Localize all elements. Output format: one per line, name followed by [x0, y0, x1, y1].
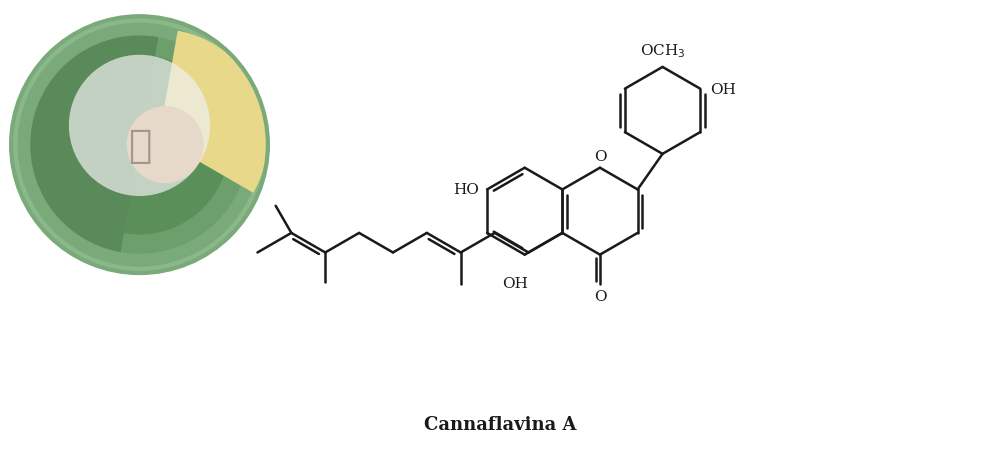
Circle shape [18, 23, 261, 267]
Wedge shape [159, 32, 268, 193]
Text: OCH$_3$: OCH$_3$ [640, 42, 685, 60]
Circle shape [30, 37, 249, 254]
Circle shape [11, 17, 268, 273]
Circle shape [69, 55, 210, 197]
Text: O: O [594, 149, 606, 163]
Circle shape [127, 107, 204, 184]
Text: Cannaflavina A: Cannaflavina A [424, 414, 576, 433]
Text: OH: OH [502, 277, 528, 291]
Text: OH: OH [710, 83, 736, 97]
Wedge shape [30, 37, 158, 253]
Text: 🪶: 🪶 [128, 126, 151, 164]
Circle shape [50, 55, 229, 235]
Text: O: O [594, 290, 606, 304]
Text: HO: HO [453, 183, 479, 197]
